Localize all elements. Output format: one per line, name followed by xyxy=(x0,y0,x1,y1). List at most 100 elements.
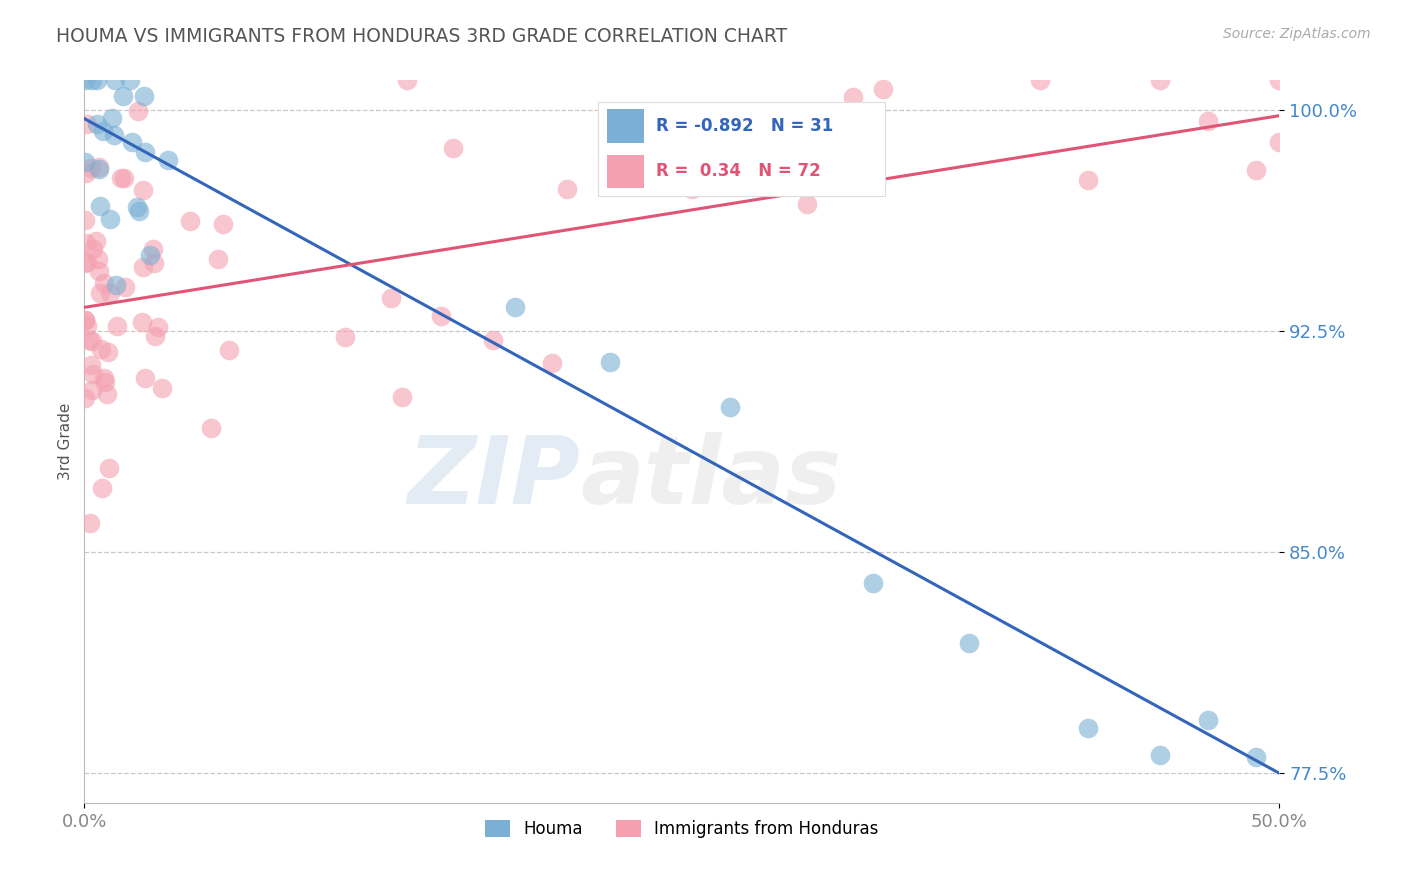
Point xyxy=(121,135,143,149)
Point xyxy=(105,278,128,293)
Legend: Houma, Immigrants from Honduras: Houma, Immigrants from Honduras xyxy=(478,814,886,845)
Point xyxy=(75,213,97,227)
Point xyxy=(89,199,111,213)
Point xyxy=(842,90,865,104)
Point xyxy=(1244,750,1267,764)
Point xyxy=(441,141,464,155)
Point xyxy=(120,73,142,87)
Point xyxy=(76,117,98,131)
Point xyxy=(132,260,155,274)
Point xyxy=(1149,747,1171,762)
Point xyxy=(127,103,149,118)
Point xyxy=(94,376,117,390)
Point xyxy=(112,170,135,185)
Point xyxy=(134,88,156,103)
Point xyxy=(872,82,894,96)
Point xyxy=(89,285,111,300)
Point xyxy=(599,355,621,369)
Point xyxy=(1244,163,1267,178)
Point xyxy=(86,235,108,249)
Point xyxy=(1197,713,1219,727)
Point xyxy=(86,73,108,87)
Point xyxy=(98,212,121,227)
Point xyxy=(1029,73,1052,87)
Point xyxy=(143,329,166,343)
Point xyxy=(132,183,155,197)
Point xyxy=(103,128,125,143)
Text: HOUMA VS IMMIGRANTS FROM HONDURAS 3RD GRADE CORRELATION CHART: HOUMA VS IMMIGRANTS FROM HONDURAS 3RD GR… xyxy=(56,27,787,45)
Point xyxy=(391,390,413,404)
Point xyxy=(75,235,97,250)
Point xyxy=(638,128,661,142)
Point xyxy=(1197,113,1219,128)
Point xyxy=(131,316,153,330)
Point xyxy=(89,160,111,174)
Point xyxy=(134,370,156,384)
Point xyxy=(75,166,97,180)
Point xyxy=(73,73,96,87)
Point xyxy=(80,359,103,373)
Point xyxy=(96,387,118,401)
Point xyxy=(207,252,229,266)
Point xyxy=(73,154,96,169)
Point xyxy=(134,145,156,160)
Point xyxy=(75,312,97,326)
Point xyxy=(93,123,115,137)
Point xyxy=(1077,722,1099,736)
Point xyxy=(218,343,240,357)
Text: atlas: atlas xyxy=(581,432,842,524)
Point xyxy=(146,320,169,334)
Point xyxy=(395,73,418,87)
Point xyxy=(681,182,703,196)
Point xyxy=(107,319,129,334)
Point xyxy=(98,461,121,475)
Text: Source: ZipAtlas.com: Source: ZipAtlas.com xyxy=(1223,27,1371,41)
Point xyxy=(82,334,104,348)
Point xyxy=(796,197,818,211)
Point xyxy=(380,291,402,305)
Point xyxy=(79,516,101,530)
Point xyxy=(139,248,162,262)
Point xyxy=(200,421,222,435)
Point xyxy=(73,391,96,405)
Point xyxy=(150,381,173,395)
Point xyxy=(82,243,104,257)
Point xyxy=(87,252,110,266)
Point xyxy=(90,342,112,356)
Point xyxy=(112,89,135,103)
Point xyxy=(503,301,526,315)
Point xyxy=(80,383,103,397)
Point xyxy=(125,200,148,214)
Point xyxy=(89,162,111,177)
Point xyxy=(1149,73,1171,87)
Point xyxy=(1268,73,1291,87)
Point xyxy=(142,243,165,257)
Text: ZIP: ZIP xyxy=(408,432,581,524)
Point xyxy=(430,309,453,323)
Point xyxy=(862,576,884,591)
Point xyxy=(333,329,356,343)
Point xyxy=(957,636,980,650)
Point xyxy=(157,153,180,168)
Point xyxy=(79,161,101,175)
Point xyxy=(482,333,505,347)
Point xyxy=(82,73,104,87)
Point xyxy=(77,333,100,347)
Point xyxy=(97,345,120,359)
Point xyxy=(86,117,108,131)
Point xyxy=(555,182,578,196)
Point xyxy=(93,276,115,290)
Point xyxy=(1077,172,1099,186)
Point xyxy=(93,370,115,384)
Point xyxy=(142,256,165,270)
Point xyxy=(179,214,201,228)
Point xyxy=(1268,135,1291,149)
Point xyxy=(110,170,132,185)
Point xyxy=(128,203,150,218)
Point xyxy=(73,256,96,270)
Point xyxy=(718,400,741,414)
Point xyxy=(89,264,111,278)
Point xyxy=(73,312,96,326)
Point xyxy=(76,254,98,268)
Point xyxy=(82,367,104,381)
